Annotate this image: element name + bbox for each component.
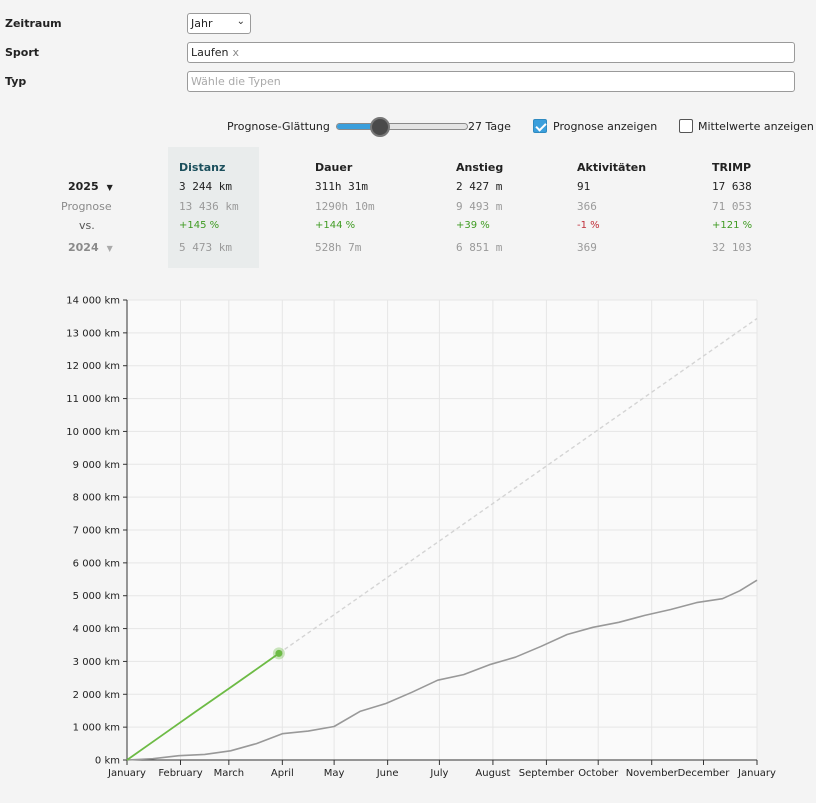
x-tick-label: June <box>376 768 399 779</box>
y-tick-label: 2 000 km <box>73 690 120 701</box>
y-tick-label: 1 000 km <box>73 723 120 734</box>
change-elevation: +39 % <box>456 220 490 231</box>
current-series-line <box>126 652 280 761</box>
x-tick-label: May <box>324 768 345 779</box>
change-activities: -1 % <box>577 220 600 231</box>
change-trimp: +121 % <box>712 220 753 231</box>
forecast-trimp: 71 053 <box>712 200 752 213</box>
current-activities: 91 <box>577 180 591 193</box>
x-tick-label: March <box>214 768 244 779</box>
change-duration: +144 % <box>315 220 356 231</box>
y-tick-label: 9 000 km <box>73 460 120 471</box>
cumulative-distance-chart[interactable]: 0 km 1 000 km 2 000 km 3 000 km 4 000 km 5 00… <box>0 280 816 803</box>
current-duration: 311h 31m <box>315 180 368 193</box>
smoothing-slider[interactable] <box>336 123 468 130</box>
y-tick-label: 10 000 km <box>66 427 120 438</box>
current-year: 2025 <box>68 180 99 193</box>
sport-input[interactable]: Laufen x <box>187 42 795 63</box>
chevron-down-icon: ⌄ <box>236 16 245 27</box>
y-tick-label: 13 000 km <box>66 328 120 339</box>
y-tick-label: 14 000 km <box>66 296 120 307</box>
previous-trimp: 32 103 <box>712 241 752 254</box>
x-tick-label: December <box>678 768 731 779</box>
show-forecast-checkbox[interactable] <box>533 119 547 133</box>
sport-tag: Laufen <box>191 46 229 59</box>
y-tick-label: 12 000 km <box>66 361 120 372</box>
type-placeholder: Wähle die Typen <box>191 75 281 88</box>
forecast-activities: 366 <box>577 200 597 213</box>
column-duration[interactable]: Dauer <box>315 161 353 174</box>
previous-activities: 369 <box>577 241 597 254</box>
current-distance: 3 244 km <box>179 180 232 193</box>
y-tick-label: 0 km <box>95 756 120 767</box>
column-distance[interactable]: Distanz <box>179 161 226 174</box>
x-tick-label: September <box>519 768 575 779</box>
forecast-distance: 13 436 km <box>179 200 239 213</box>
y-tick-label: 6 000 km <box>73 558 120 569</box>
x-tick-label: February <box>158 768 202 779</box>
period-select[interactable]: Jahr ⌄ <box>187 13 251 34</box>
previous-series-line <box>126 579 758 761</box>
period-label: Zeitraum <box>5 17 62 30</box>
y-tick-label: 11 000 km <box>66 394 120 405</box>
smoothing-slider-thumb[interactable] <box>370 117 390 137</box>
show-averages-label[interactable]: Mittelwerte anzeigen <box>698 120 814 133</box>
column-elevation[interactable]: Anstieg <box>456 161 504 174</box>
show-averages-checkbox[interactable] <box>679 119 693 133</box>
y-tick-label: 8 000 km <box>73 493 120 504</box>
y-tick-label: 5 000 km <box>73 591 120 602</box>
vs-label: vs. <box>79 219 95 232</box>
caret-down-icon: ▼ <box>106 244 113 253</box>
x-tick-label: August <box>475 768 510 779</box>
type-label: Typ <box>5 75 27 88</box>
x-tick-label: October <box>578 768 619 779</box>
remove-tag-icon[interactable]: x <box>232 46 239 59</box>
forecast-row-label: Prognose <box>61 200 112 213</box>
smoothing-slider-fill <box>337 124 380 129</box>
previous-duration: 528h 7m <box>315 241 362 254</box>
forecast-series-line <box>278 317 758 654</box>
forecast-duration: 1290h 10m <box>315 200 375 213</box>
current-point-marker <box>275 649 283 657</box>
x-tick-label: July <box>429 768 448 779</box>
caret-down-icon: ▼ <box>106 183 113 192</box>
current-trimp: 17 638 <box>712 180 752 193</box>
y-tick-label: 3 000 km <box>73 657 120 668</box>
smoothing-value: 27 Tage <box>468 120 511 133</box>
x-tick-label: January <box>107 768 146 779</box>
active-column-highlight <box>168 147 259 268</box>
previous-elevation: 6 851 m <box>456 241 503 254</box>
column-trimp[interactable]: TRIMP <box>712 161 752 174</box>
show-forecast-label[interactable]: Prognose anzeigen <box>553 120 658 133</box>
y-tick-label: 7 000 km <box>73 526 120 537</box>
period-select-value: Jahr <box>191 17 213 30</box>
previous-distance: 5 473 km <box>179 241 232 254</box>
y-tick-label: 4 000 km <box>73 624 120 635</box>
x-tick-label: April <box>271 768 294 779</box>
x-tick-label: November <box>626 768 679 779</box>
column-activities[interactable]: Aktivitäten <box>577 161 647 174</box>
current-elevation: 2 427 m <box>456 180 503 193</box>
previous-year-select[interactable]: 2024 ▼ <box>68 241 113 254</box>
forecast-elevation: 9 493 m <box>456 200 503 213</box>
type-input[interactable]: Wähle die Typen <box>187 71 795 92</box>
current-year-select[interactable]: 2025 ▼ <box>68 180 113 193</box>
sport-label: Sport <box>5 46 40 59</box>
change-distance: +145 % <box>179 220 220 231</box>
x-tick-label: January <box>737 768 776 779</box>
previous-year: 2024 <box>68 241 99 254</box>
smoothing-label: Prognose-Glättung <box>227 120 330 133</box>
